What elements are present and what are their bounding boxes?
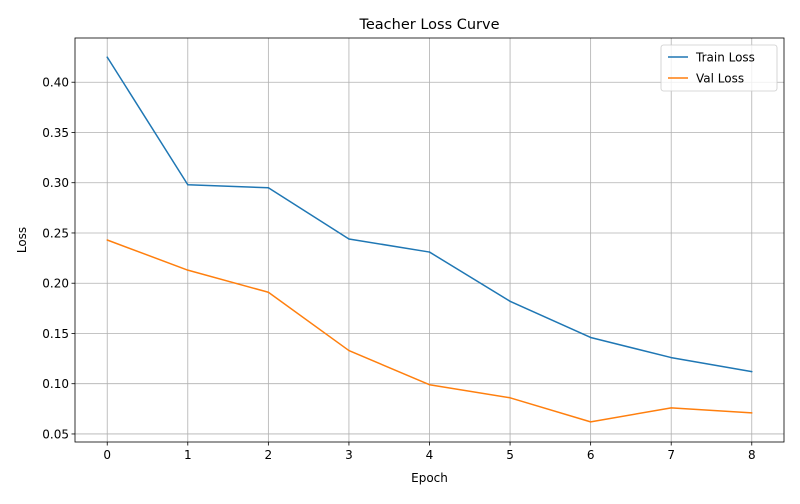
train-loss-point xyxy=(187,183,189,186)
x-tick-label: 3 xyxy=(345,448,353,462)
val-loss-point xyxy=(509,397,511,399)
legend-box xyxy=(660,44,778,92)
legend-label-val-loss: Val Loss xyxy=(696,71,744,85)
train-loss-point xyxy=(106,56,108,58)
legend: Train Loss Val Loss xyxy=(660,44,778,92)
x-tick-label: 1 xyxy=(184,448,192,462)
train-loss-point xyxy=(509,300,511,303)
train-loss-point xyxy=(267,186,270,189)
x-tick-label: 4 xyxy=(426,448,434,462)
train-loss-point xyxy=(589,336,592,339)
x-tick-label: 5 xyxy=(506,448,514,462)
x-tick-label: 0 xyxy=(103,448,111,462)
val-loss-point xyxy=(348,349,350,352)
y-tick-label: 0.20 xyxy=(42,277,69,291)
x-tick-label: 6 xyxy=(587,448,595,462)
y-tick-label: 0.10 xyxy=(42,377,69,391)
val-loss-point xyxy=(428,383,431,386)
train-loss-point xyxy=(428,251,431,253)
x-tick-label: 7 xyxy=(667,448,675,462)
train-loss-point xyxy=(751,370,753,373)
legend-label-train-loss: Train Loss xyxy=(695,50,755,64)
val-loss-point xyxy=(187,269,189,271)
y-tick-label: 0.25 xyxy=(42,226,69,240)
y-tick-label: 0.30 xyxy=(42,176,69,190)
train-loss-point xyxy=(348,238,350,240)
x-tick-label: 8 xyxy=(748,448,756,462)
x-tick-label: 2 xyxy=(265,448,273,462)
y-tick-label: 0.15 xyxy=(42,327,69,341)
x-axis-ticks: 0 1 2 3 4 5 6 7 8 xyxy=(103,442,756,462)
val-loss-point xyxy=(589,421,592,423)
y-axis-label: Loss xyxy=(15,227,29,253)
y-axis-ticks: 0.05 0.10 0.15 0.20 0.25 0.30 0.35 0.40 xyxy=(42,76,75,441)
y-tick-label: 0.05 xyxy=(42,427,69,441)
grid-lines xyxy=(75,38,784,442)
series-layer xyxy=(106,56,753,423)
y-tick-label: 0.35 xyxy=(42,126,69,140)
y-tick-label: 0.40 xyxy=(42,76,69,90)
chart-title: Teacher Loss Curve xyxy=(358,17,499,33)
x-axis-label: Epoch xyxy=(411,471,448,485)
train-loss-point xyxy=(670,356,672,359)
val-loss-point xyxy=(670,407,672,409)
val-loss-point xyxy=(751,412,753,414)
val-loss-point xyxy=(267,291,270,294)
val-loss-point xyxy=(106,239,108,241)
